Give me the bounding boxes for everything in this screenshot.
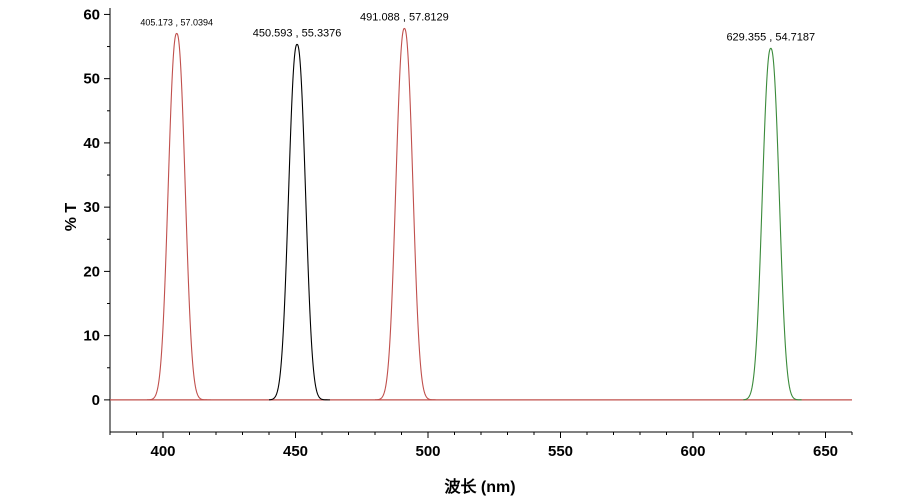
- y-tick-label: 30: [83, 199, 100, 216]
- series-line-4: [743, 47, 802, 401]
- peak-label-2: 450.593 , 55.3376: [253, 27, 342, 39]
- y-axis-title: % T: [63, 203, 80, 232]
- series-line-3: [374, 27, 436, 401]
- series-line-1: [147, 32, 211, 401]
- x-tick-label: 500: [415, 443, 440, 460]
- peak-label-1: 405.173 , 57.0394: [140, 17, 213, 27]
- y-tick-label: 60: [83, 6, 100, 23]
- x-tick-label: 600: [680, 443, 705, 460]
- y-tick-label: 0: [92, 392, 100, 409]
- x-tick-label: 450: [283, 443, 308, 460]
- y-tick-label: 10: [83, 328, 100, 345]
- peak-label-3: 491.088 , 57.8129: [360, 11, 449, 23]
- y-tick-label: 40: [83, 135, 100, 152]
- curves: [147, 27, 802, 401]
- peak-label-4: 629.355 , 54.7187: [726, 31, 815, 43]
- x-axis-title: 波长 (nm): [444, 477, 515, 496]
- x-tick-label: 400: [150, 443, 175, 460]
- series-line-2: [268, 43, 330, 401]
- peak-labels: 405.173 , 57.0394 450.593 , 55.3376 491.08…: [140, 11, 815, 43]
- y-tick-label: 20: [83, 263, 100, 280]
- x-tick-label: 650: [813, 443, 838, 460]
- x-tick-label: 550: [548, 443, 573, 460]
- axes: 0 10 20 30 40 50 60 400 450 500 550 600 650: [83, 6, 853, 460]
- y-tick-label: 50: [83, 71, 100, 88]
